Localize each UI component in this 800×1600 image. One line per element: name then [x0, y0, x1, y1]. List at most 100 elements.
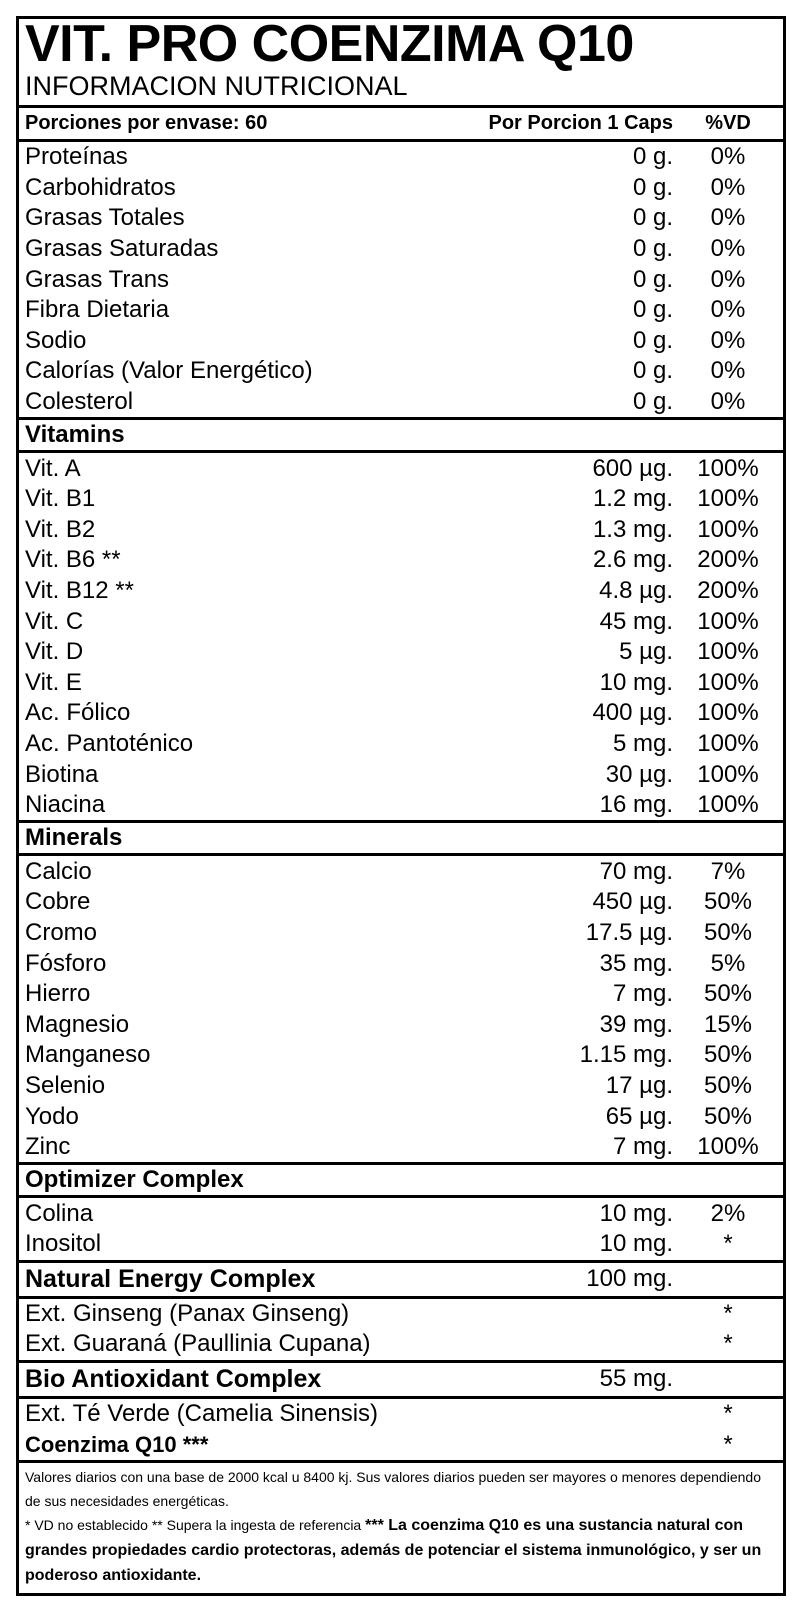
nutrient-dv: *: [723, 1400, 733, 1428]
nutrient-name: Vit. B2: [25, 515, 96, 543]
nutrient-row: Fósforo 35 mg. 5%: [19, 948, 783, 979]
nutrient-row: Vit. B1 1.2 mg. 100%: [19, 484, 783, 515]
nutrient-dv: 100%: [697, 638, 759, 666]
nutrient-row: Sodio 0 g. 0%: [19, 326, 783, 357]
nutrient-row: Calcio 70 mg. 7%: [19, 856, 783, 887]
nutrient-dv: 100%: [697, 791, 759, 819]
nutrient-amount: 0 g.: [632, 296, 673, 324]
antioxidant-heading: Bio Antioxidant Complex 55 mg.: [19, 1359, 783, 1399]
vitamins-section: Vit. A 600 µg. 100% Vit. B1 1.2 mg. 100% Vit. …: [19, 453, 783, 820]
nutrient-dv: 100%: [697, 485, 759, 513]
nutrient-name: Fósforo: [25, 949, 107, 977]
nutrient-dv: 0%: [710, 388, 746, 416]
nutrient-name: Manganeso: [25, 1041, 151, 1069]
nutrient-row: Vit. A 600 µg. 100%: [19, 453, 783, 484]
nutrient-amount: 5 µg.: [619, 638, 673, 666]
nutrient-name: Vit. E: [25, 668, 82, 696]
nutrient-dv: 100%: [697, 1133, 759, 1161]
nutrient-amount: 600 µg.: [592, 454, 673, 482]
nutrient-name: Vit. C: [25, 607, 84, 635]
nutrient-amount: 0 g.: [632, 265, 673, 293]
footnote-legend: * VD no establecido ** Supera la ingesta…: [25, 1513, 777, 1588]
nutrient-amount: 0 g.: [632, 173, 673, 201]
nutrient-dv: 100%: [697, 760, 759, 788]
nutrient-amount: 4.8 µg.: [599, 577, 673, 605]
nutrient-dv: 0%: [710, 173, 746, 201]
nutrient-name: Colina: [25, 1199, 94, 1227]
servings-per-container: Porciones por envase: 60: [25, 112, 268, 134]
nutrient-amount: 0 g.: [632, 204, 673, 232]
nutrient-dv: 50%: [703, 1102, 753, 1130]
minerals-section: Calcio 70 mg. 7% Cobre 450 µg. 50% Cromo 17.5 µ…: [19, 856, 783, 1162]
nutrient-amount: 0 g.: [632, 388, 673, 416]
nutrient-row: Colesterol 0 g. 0%: [19, 387, 783, 418]
nutrient-name: Calcio: [25, 857, 92, 885]
nutrient-amount: 10 mg.: [599, 668, 673, 696]
nutrient-name: Selenio: [25, 1071, 106, 1099]
nutrient-row: Vit. C 45 mg. 100%: [19, 606, 783, 637]
nutrient-dv: 0%: [710, 265, 746, 293]
nutrient-name: Ext. Guaraná (Paullinia Cupana): [25, 1330, 371, 1358]
nutrient-dv: 100%: [697, 607, 759, 635]
nutrient-name: Cobre: [25, 888, 91, 916]
nutrient-row: Vit. E 10 mg. 100%: [19, 668, 783, 699]
nutrient-name: Magnesio: [25, 1010, 130, 1038]
nutrient-dv: 100%: [697, 515, 759, 543]
nutrient-name: Ac. Pantoténico: [25, 729, 194, 757]
nutrient-name: Calorías (Valor Energético): [25, 357, 313, 385]
nutrient-amount: 1.2 mg.: [592, 485, 673, 513]
per-serving-heading: Por Porcion 1 Caps: [488, 112, 674, 134]
nutrient-dv: *: [723, 1330, 733, 1358]
nutrient-dv: 100%: [697, 729, 759, 757]
nutrient-row: Grasas Saturadas 0 g. 0%: [19, 234, 783, 265]
nutrient-dv: 50%: [703, 918, 753, 946]
nutrient-amount: 5 mg.: [612, 729, 673, 757]
nutrient-name: Grasas Totales: [25, 204, 185, 232]
nutrient-dv: 0%: [710, 326, 746, 354]
nutrient-row: Ext. Guaraná (Paullinia Cupana) *: [19, 1329, 783, 1360]
nutrient-amount: 45 mg.: [599, 607, 673, 635]
nutrient-row: Zinc 7 mg. 100%: [19, 1132, 783, 1163]
nutrient-dv: 100%: [697, 668, 759, 696]
nutrient-name: Carbohidratos: [25, 173, 176, 201]
nutrition-label: VIT. PRO COENZIMA Q10 INFORMACION NUTRIC…: [16, 16, 786, 1596]
nutrient-dv: 0%: [710, 357, 746, 385]
nutrient-dv: 7%: [710, 857, 746, 885]
nutrient-dv: 5%: [710, 949, 746, 977]
nutrient-name: Fibra Dietaria: [25, 296, 170, 324]
nutrient-name: Niacina: [25, 791, 106, 819]
nutrient-amount: 0 g.: [632, 143, 673, 171]
nutrient-row: Cromo 17.5 µg. 50%: [19, 918, 783, 949]
nutrient-row: Grasas Trans 0 g. 0%: [19, 264, 783, 295]
minerals-heading: Minerals: [19, 820, 783, 857]
minerals-title: Minerals: [25, 824, 123, 852]
serving-header: Porciones por envase: 60 Por Porcion 1 C…: [19, 108, 783, 142]
nutrient-dv: *: [723, 1230, 733, 1258]
nutrient-dv: 50%: [703, 888, 753, 916]
nutrient-dv: 200%: [697, 546, 759, 574]
label-subtitle: INFORMACION NUTRICIONAL: [19, 71, 783, 108]
nutrient-row: Inositol 10 mg. *: [19, 1229, 783, 1260]
nutrient-name: Ext. Té Verde (Camelia Sinensis): [25, 1400, 379, 1428]
product-title: VIT. PRO COENZIMA Q10: [25, 16, 634, 73]
nutrient-amount: 400 µg.: [592, 699, 673, 727]
nutrient-amount: 0 g.: [632, 357, 673, 385]
nutrient-name: Vit. A: [25, 454, 81, 482]
energy-section: Ext. Ginseng (Panax Ginseng) * Ext. Guaran…: [19, 1299, 783, 1360]
nutrient-row: Vit. B6 ** 2.6 mg. 200%: [19, 545, 783, 576]
nutrient-amount: 65 µg.: [605, 1102, 673, 1130]
nutrient-name: Sodio: [25, 326, 87, 354]
nutrient-amount: 7 mg.: [612, 1133, 673, 1161]
nutrient-row: Ac. Pantoténico 5 mg. 100%: [19, 729, 783, 760]
nutrient-amount: 17 µg.: [605, 1071, 673, 1099]
basic-section: Proteínas 0 g. 0% Carbohidratos 0 g. 0% Grasas…: [19, 142, 783, 417]
vitamins-title: Vitamins: [25, 421, 125, 449]
nutrient-amount: 30 µg.: [605, 760, 673, 788]
nutrient-row: Yodo 65 µg. 50%: [19, 1101, 783, 1132]
nutrient-row: Vit. B2 1.3 mg. 100%: [19, 515, 783, 546]
nutrient-name: Colesterol: [25, 388, 134, 416]
nutrient-dv: 200%: [697, 577, 759, 605]
nutrient-row: Vit. D 5 µg. 100%: [19, 637, 783, 668]
optimizer-heading: Optimizer Complex: [19, 1162, 783, 1199]
nutrient-dv: 15%: [703, 1010, 753, 1038]
